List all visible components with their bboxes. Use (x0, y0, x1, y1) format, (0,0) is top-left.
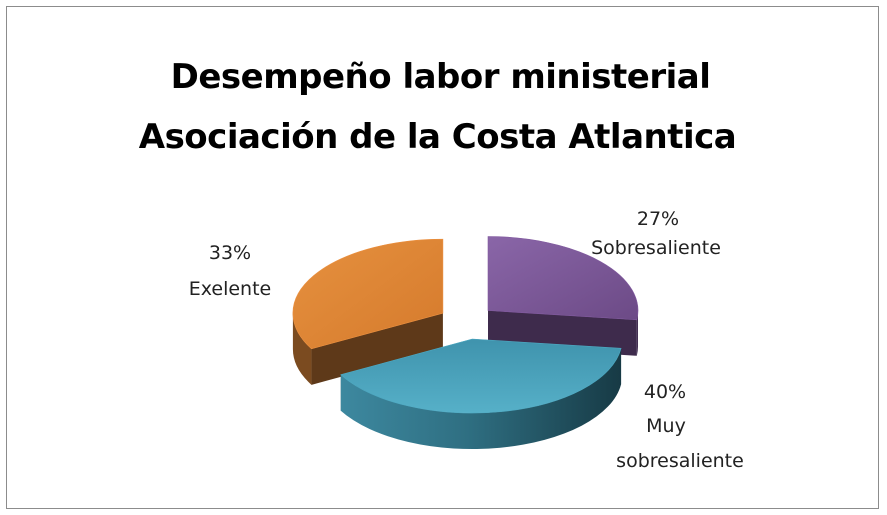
slice-exelente-wall-0 (311, 313, 443, 385)
pie-labels: 27% Sobresaliente 40% Muy sobresaliente … (189, 208, 744, 472)
slice-sobresaliente-top (487, 236, 639, 321)
slice-muy-sobresaliente-top (340, 338, 622, 414)
slice-sobresaliente-side-0 (636, 310, 639, 356)
slice-label-sobresaliente-2: sobresaliente (616, 450, 744, 472)
chart-title-line-2: Asociación de la Costa Atlantica (138, 117, 737, 157)
slice-muy-sobresaliente-side-0 (340, 348, 622, 450)
slice-muy-sobresaliente (340, 338, 622, 450)
slice-label-percent-exelente: 33% (209, 242, 251, 264)
slice-label-percent-sobresaliente: 27% (637, 208, 679, 230)
chart-title-line-1: Desempeño labor ministerial (170, 57, 711, 97)
slice-label-sobresaliente: Sobresaliente (591, 237, 721, 259)
slice-exelente (292, 238, 444, 385)
slice-exelente-top (292, 238, 444, 350)
pie-slices (292, 236, 639, 450)
slice-exelente-side-0 (292, 313, 312, 385)
slice-label-exelente: Exelente (189, 278, 272, 300)
slice-label-muy: Muy (646, 415, 686, 437)
slice-label-percent-muy-sobresaliente: 40% (644, 381, 686, 403)
